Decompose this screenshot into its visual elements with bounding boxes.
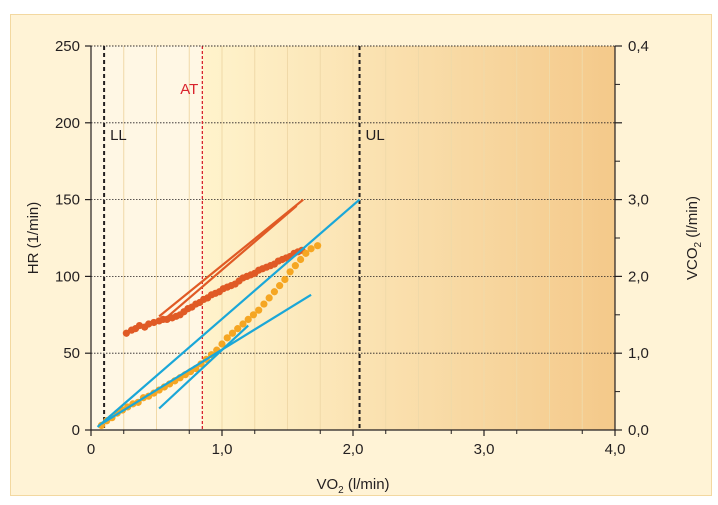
y-left-tick-label: 150	[55, 192, 80, 209]
vline-label-ll: LL	[110, 127, 127, 144]
grid	[91, 45, 615, 430]
vline-label-ul: UL	[366, 127, 385, 144]
point-vco2	[249, 311, 258, 319]
point-vco2	[265, 294, 273, 302]
x-tick-label: 1,0	[212, 441, 233, 458]
y-right-tick-label: 0,0	[628, 422, 649, 439]
trend-line-2	[163, 204, 298, 321]
axes: 0 1,0 2,0 3,0 4,0 0 50 100 150 200 250 0,0 1,0 2,0 3,0…	[55, 38, 649, 458]
x-axis-title: VO2 (l/min)	[316, 476, 389, 496]
point-vco2	[297, 255, 305, 264]
vline-label-at: AT	[180, 81, 198, 98]
point-vco2	[223, 334, 231, 342]
x-tick-label: 0	[87, 441, 95, 458]
point-vco2	[260, 300, 268, 308]
y-left-tick-label: 100	[55, 268, 80, 285]
trend-line-3	[96, 198, 361, 428]
trend-line-4	[100, 293, 312, 425]
point-vco2	[291, 262, 299, 270]
y-right-tick-label: 0,4	[628, 38, 649, 55]
point-hr	[122, 329, 130, 337]
y-right-tick-label: 3,0	[628, 192, 649, 209]
point-vco2	[218, 340, 226, 348]
trend-line-5	[158, 324, 249, 410]
point-vco2	[276, 282, 284, 290]
point-vco2	[270, 288, 278, 296]
y-axis-left-title: HR (1/min)	[25, 202, 42, 275]
point-vco2	[239, 320, 247, 328]
shaded-region	[202, 46, 615, 430]
trend-line-1	[158, 198, 304, 318]
y-left-tick-label: 250	[55, 38, 80, 55]
y-axis-right-title: VCO2 (l/min)	[684, 196, 704, 280]
point-vco2	[281, 275, 289, 284]
trend-lines	[96, 198, 361, 428]
y-right-tick-label: 1,0	[628, 345, 649, 362]
point-vco2	[234, 325, 242, 333]
point-vco2	[286, 268, 294, 276]
x-tick-label: 4,0	[605, 441, 626, 458]
y-left-tick-label: 0	[72, 422, 80, 439]
point-vco2	[244, 315, 252, 324]
point-vco2	[302, 249, 310, 257]
point-vco2	[255, 306, 263, 314]
point-vco2	[228, 329, 237, 337]
x-tick-label: 3,0	[474, 441, 495, 458]
point-vco2	[314, 242, 322, 250]
y-left-tick-label: 200	[55, 115, 80, 132]
point-vco2	[307, 245, 315, 253]
y-right-tick-label: 2,0	[628, 268, 649, 285]
x-tick-label: 2,0	[343, 441, 364, 458]
y-left-tick-label: 50	[63, 345, 80, 362]
